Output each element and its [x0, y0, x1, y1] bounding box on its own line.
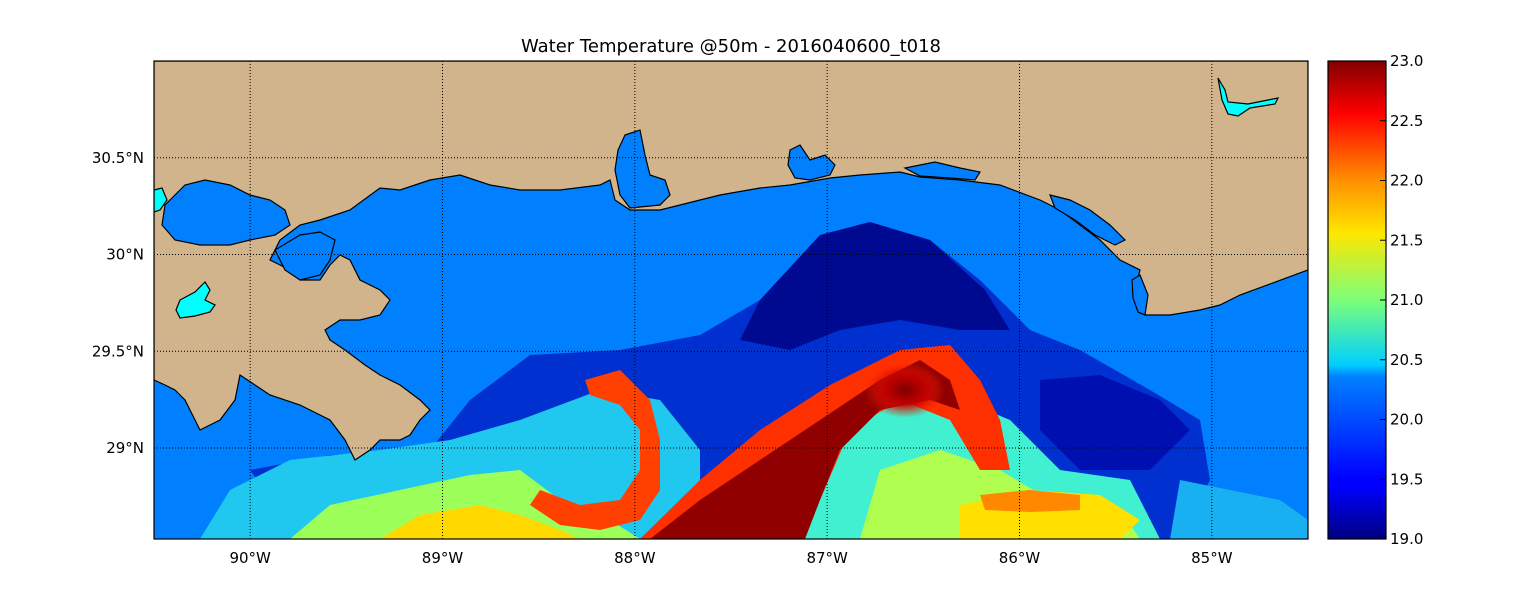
longitude-tick-labels: 90°W 89°W 88°W 87°W 86°W 85°W	[229, 549, 1232, 567]
lake-borgne	[274, 231, 336, 281]
cyan-water-west	[200, 390, 700, 539]
teal-water-east	[1170, 480, 1308, 539]
latitude-label: 29.5°N	[92, 342, 144, 360]
latitude-label: 30.5°N	[92, 149, 144, 167]
latitude-label: 29°N	[106, 439, 144, 457]
colorbar-tick-label: 20.5	[1390, 351, 1423, 369]
colorbar-tick-label: 22.5	[1390, 112, 1423, 130]
mobile-bay	[614, 129, 671, 209]
lake-salvador	[175, 281, 216, 319]
colorbar-tick-label: 22.0	[1390, 172, 1423, 190]
colorbar	[1327, 60, 1387, 540]
longitude-label: 89°W	[422, 549, 464, 567]
colorbar-tick-label: 19.5	[1390, 470, 1423, 488]
colorbar-tick-label: 23.0	[1390, 52, 1423, 70]
colorbar-ticks: 19.0 19.5 20.0 20.5 21.0 21.5 22.0 22.5 23.0	[1380, 52, 1423, 548]
colorbar-tick-label: 21.5	[1390, 231, 1423, 249]
choctawhatchee-bay	[903, 161, 981, 181]
longitude-label: 85°W	[1191, 549, 1233, 567]
colorbar-tick-label: 19.0	[1390, 530, 1423, 548]
longitude-label: 87°W	[806, 549, 848, 567]
warm-filament-west	[530, 370, 660, 530]
st-joseph-bay	[1131, 274, 1149, 316]
map-area	[154, 61, 1308, 539]
st-andrew-bay	[1049, 194, 1127, 246]
latitude-label: 30°N	[106, 246, 144, 264]
colorbar-tick-label: 21.0	[1390, 291, 1423, 309]
longitude-label: 88°W	[614, 549, 656, 567]
deep-cold-core	[740, 222, 1010, 350]
latitude-tick-labels: 30.5°N 30°N 29.5°N 29°N	[92, 149, 144, 457]
cold-east-patch	[1040, 375, 1190, 470]
warm-filament-east	[980, 490, 1080, 512]
lake-seminole	[1217, 77, 1280, 117]
lake-maurepas-west	[154, 187, 168, 213]
pensacola-bay	[787, 144, 836, 181]
yellow-water-west	[380, 505, 580, 539]
colorbar-tick-label: 20.0	[1390, 411, 1423, 429]
green-water-west	[290, 470, 640, 539]
graticule	[154, 61, 1308, 539]
lake-pontchartrain	[161, 179, 291, 246]
warm-eddy	[865, 362, 945, 418]
longitude-label: 86°W	[999, 549, 1041, 567]
longitude-label: 90°W	[229, 549, 271, 567]
map-title: Water Temperature @50m - 2016040600_t018	[521, 36, 941, 57]
map-frame	[153, 60, 1309, 540]
